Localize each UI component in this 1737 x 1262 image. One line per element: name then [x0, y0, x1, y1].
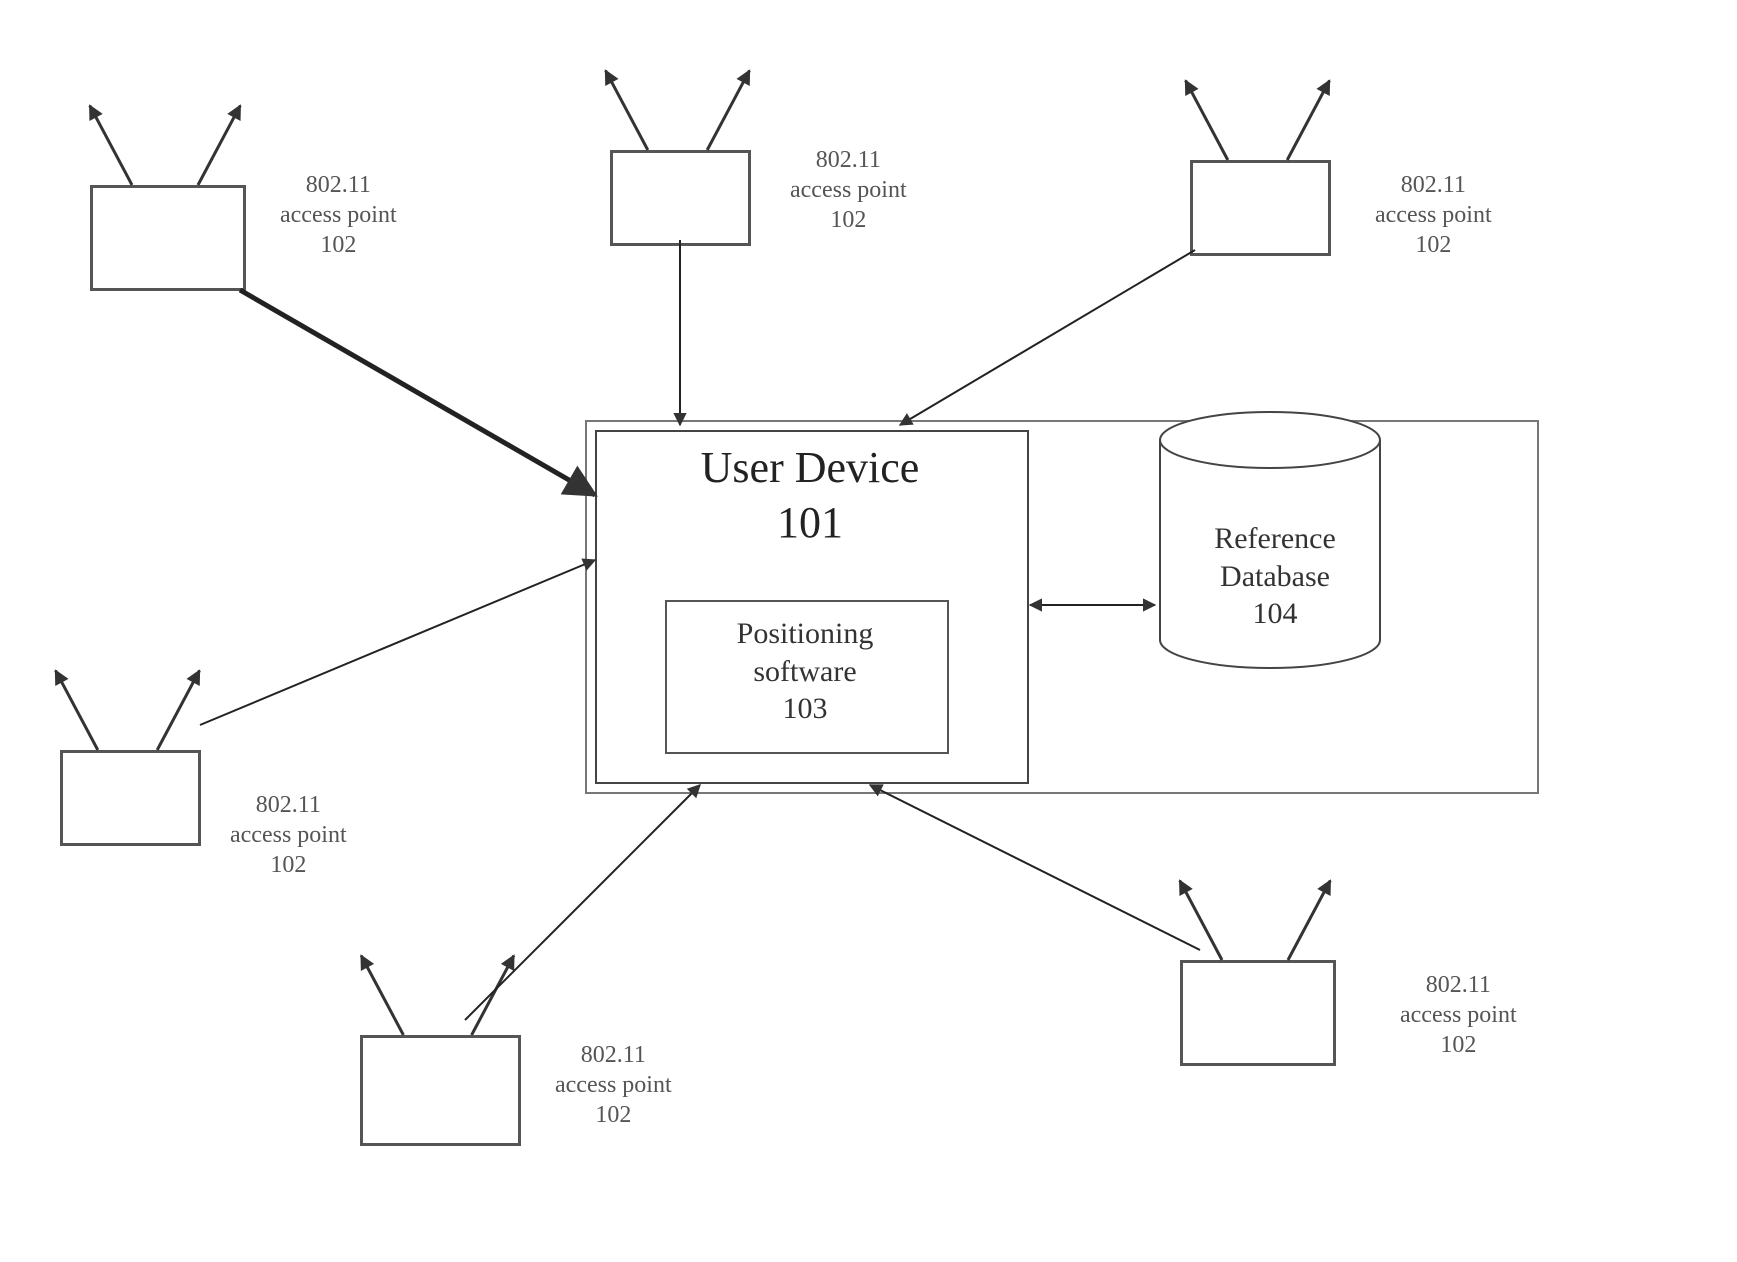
access-point-label: 802.11access point102: [1375, 170, 1492, 260]
reference-database-label: Reference Database 104: [1195, 520, 1355, 633]
access-point-label: 802.11access point102: [230, 790, 347, 880]
access-point-box: [1180, 960, 1336, 1066]
access-point-label: 802.11access point102: [1400, 970, 1517, 1060]
access-point-box: [1190, 160, 1331, 256]
access-point-label: 802.11access point102: [790, 145, 907, 235]
access-point-label: 802.11access point102: [555, 1040, 672, 1130]
access-point-box: [90, 185, 246, 291]
access-point-box: [610, 150, 751, 246]
access-point-box: [360, 1035, 521, 1146]
user-device-label: User Device 101: [640, 440, 980, 550]
user-device-ref: 101: [777, 498, 843, 547]
positioning-software-label: Positioning software 103: [665, 615, 945, 728]
access-point-box: [60, 750, 201, 846]
user-device-title: User Device: [701, 443, 920, 492]
access-point-label: 802.11access point102: [280, 170, 397, 260]
